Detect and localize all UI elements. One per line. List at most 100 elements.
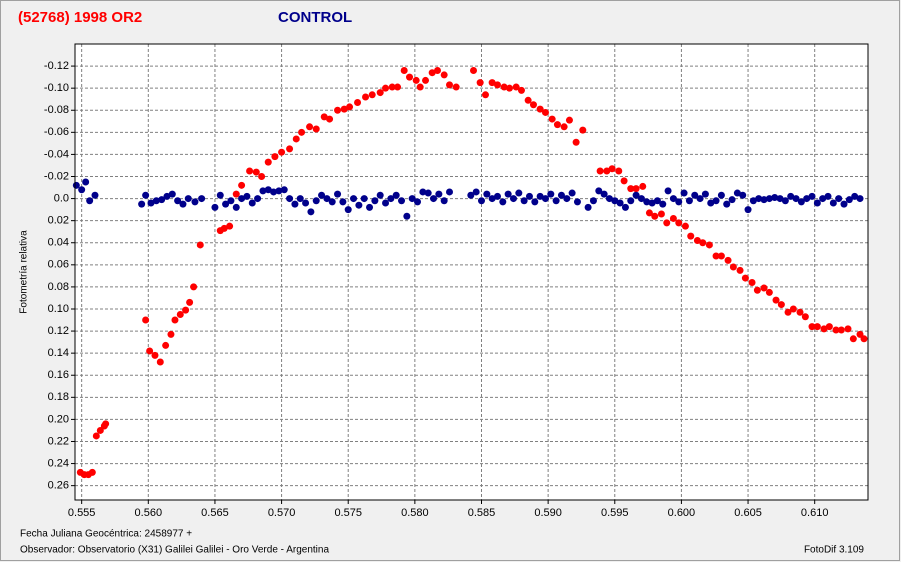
data-point bbox=[856, 195, 864, 203]
data-point bbox=[744, 206, 752, 214]
data-point bbox=[653, 197, 661, 205]
data-point bbox=[296, 195, 304, 203]
data-point bbox=[182, 306, 190, 314]
data-point bbox=[525, 192, 533, 200]
x-tick-label: 0.580 bbox=[401, 507, 429, 519]
data-point bbox=[216, 191, 224, 199]
x-tick-label: 0.610 bbox=[801, 507, 829, 519]
data-point bbox=[340, 105, 348, 113]
data-point bbox=[220, 224, 228, 232]
data-point bbox=[312, 125, 320, 133]
x-tick-label: 0.585 bbox=[468, 507, 496, 519]
legend-entry: (52768) 1998 OR2 bbox=[18, 9, 142, 26]
data-point bbox=[792, 195, 800, 203]
y-tick-label: 0.26 bbox=[48, 480, 69, 492]
data-point bbox=[707, 199, 715, 207]
data-point bbox=[675, 198, 683, 206]
data-point bbox=[334, 106, 342, 114]
data-point bbox=[699, 239, 707, 247]
data-point bbox=[696, 195, 704, 203]
data-point bbox=[238, 195, 246, 203]
data-point bbox=[553, 121, 561, 129]
data-point bbox=[493, 192, 501, 200]
data-point bbox=[362, 93, 370, 101]
data-point bbox=[191, 198, 199, 206]
plot-area bbox=[74, 43, 869, 501]
data-point bbox=[92, 432, 100, 440]
data-point bbox=[837, 326, 845, 334]
footer-observer: Observador: Observatorio (X31) Galilei G… bbox=[20, 545, 329, 556]
data-point bbox=[728, 196, 736, 204]
data-point bbox=[222, 200, 230, 208]
data-point bbox=[86, 197, 94, 205]
data-point bbox=[645, 209, 653, 217]
data-point bbox=[568, 189, 576, 197]
data-point bbox=[211, 203, 219, 211]
data-point bbox=[350, 195, 358, 203]
data-point bbox=[481, 91, 489, 99]
data-point bbox=[168, 190, 176, 198]
data-point bbox=[400, 66, 408, 74]
data-point bbox=[452, 83, 460, 91]
data-point bbox=[664, 187, 672, 195]
plot-border bbox=[74, 43, 869, 501]
data-point bbox=[819, 195, 827, 203]
data-point bbox=[142, 191, 150, 199]
data-point bbox=[78, 186, 86, 194]
data-point bbox=[326, 115, 334, 123]
data-point bbox=[376, 89, 384, 97]
data-point bbox=[339, 198, 347, 206]
data-point bbox=[687, 232, 695, 240]
data-point bbox=[771, 193, 779, 201]
data-point bbox=[595, 187, 603, 195]
data-point bbox=[416, 83, 424, 91]
data-point bbox=[808, 323, 816, 331]
data-point bbox=[772, 296, 780, 304]
data-point bbox=[403, 212, 411, 220]
data-point bbox=[346, 103, 354, 111]
data-point bbox=[488, 79, 496, 87]
data-point bbox=[748, 278, 756, 286]
data-point bbox=[753, 286, 761, 294]
y-tick-label: 0.06 bbox=[48, 259, 69, 271]
data-point bbox=[520, 197, 528, 205]
data-point bbox=[264, 158, 272, 166]
data-point bbox=[254, 195, 262, 203]
data-point bbox=[504, 190, 512, 198]
data-point bbox=[724, 256, 732, 264]
data-point bbox=[808, 192, 816, 200]
data-point bbox=[334, 190, 342, 198]
y-tick-label: 0.12 bbox=[48, 325, 69, 337]
y-tick-label: 0.08 bbox=[48, 281, 69, 293]
data-point bbox=[603, 167, 611, 175]
data-point bbox=[306, 123, 314, 131]
data-point bbox=[392, 191, 400, 199]
data-point bbox=[632, 191, 640, 199]
y-tick-label: 0.0 bbox=[54, 192, 69, 204]
y-tick-label: 0.18 bbox=[48, 391, 69, 403]
data-point bbox=[414, 198, 422, 206]
data-point bbox=[835, 195, 843, 203]
data-point bbox=[729, 263, 737, 271]
data-point bbox=[286, 195, 294, 203]
data-point bbox=[529, 101, 537, 109]
data-point bbox=[851, 192, 859, 200]
data-point bbox=[572, 138, 580, 146]
data-point bbox=[434, 66, 442, 74]
data-point bbox=[643, 198, 651, 206]
data-point bbox=[298, 128, 306, 136]
data-point bbox=[179, 200, 187, 208]
data-point bbox=[512, 83, 520, 91]
data-point bbox=[252, 168, 260, 176]
data-point bbox=[88, 468, 96, 476]
data-point bbox=[232, 203, 240, 211]
data-point bbox=[829, 199, 837, 207]
data-point bbox=[328, 198, 336, 206]
data-point bbox=[318, 191, 326, 199]
data-point bbox=[422, 76, 430, 84]
data-point bbox=[825, 323, 833, 331]
data-point bbox=[275, 187, 283, 195]
legend-entry: CONTROL bbox=[278, 9, 352, 26]
data-point bbox=[560, 123, 568, 131]
